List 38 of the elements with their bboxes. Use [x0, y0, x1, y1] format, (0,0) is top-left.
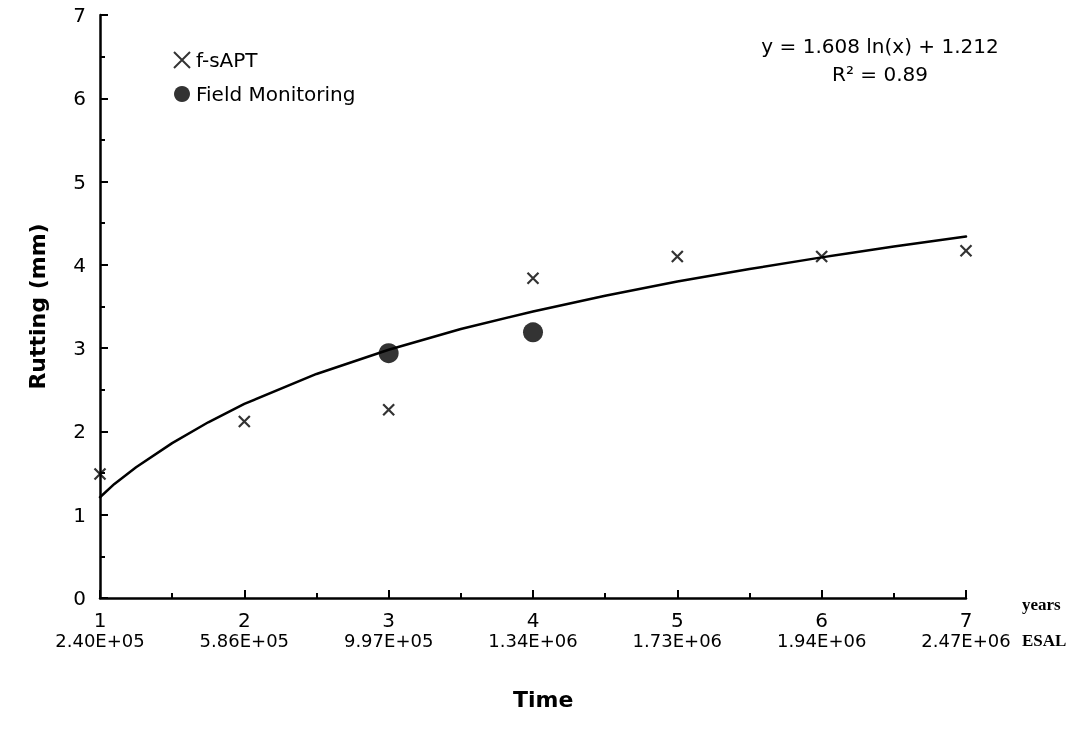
point	[959, 244, 973, 258]
point	[382, 403, 396, 417]
x-tick-label: 7	[959, 608, 973, 632]
y-tick-label: 0	[73, 586, 86, 610]
y-tick-label: 1	[73, 502, 86, 527]
x-tick-label: 5	[670, 608, 684, 632]
text: 1.73E+06	[632, 629, 723, 651]
y-tick-label: 2	[73, 419, 86, 444]
point	[378, 343, 399, 364]
text: 2.40E+05	[55, 629, 145, 651]
text: ESAL	[1022, 631, 1067, 650]
text: 5.86E+05	[199, 629, 290, 651]
point	[815, 249, 829, 264]
x-tick-label: 1	[93, 608, 107, 632]
point	[670, 249, 684, 264]
text: years	[1022, 595, 1062, 614]
legend-label: Field Monitoring	[196, 82, 356, 106]
point	[237, 414, 251, 429]
x-axis-title: Time	[513, 686, 574, 712]
y-tick-label: 3	[73, 336, 86, 361]
annotation: y = 1.608 ln(x) + 1.212 R² = 0.89	[761, 34, 999, 86]
x-tick-label: 2	[237, 608, 251, 632]
x-tick-label: 3	[382, 608, 396, 632]
legend-label: f-sAPT	[196, 48, 259, 72]
point	[526, 271, 540, 285]
x-tick-label: 6	[815, 608, 829, 632]
y-axis-title: Rutting (mm)	[24, 223, 50, 390]
text: 9.97E+05	[343, 629, 434, 651]
y-tick-label: 4	[73, 252, 86, 277]
y-tick-label: 5	[73, 169, 86, 194]
x-tick-label: 4	[526, 608, 540, 632]
y-tick-label: 7	[73, 3, 86, 27]
text: 1.34E+06	[488, 629, 578, 651]
text: 1.94E+06	[776, 629, 867, 651]
y-tick-label: 6	[73, 86, 86, 111]
text: 2.47E+06	[921, 629, 1011, 651]
point	[93, 467, 107, 481]
point	[523, 322, 543, 343]
